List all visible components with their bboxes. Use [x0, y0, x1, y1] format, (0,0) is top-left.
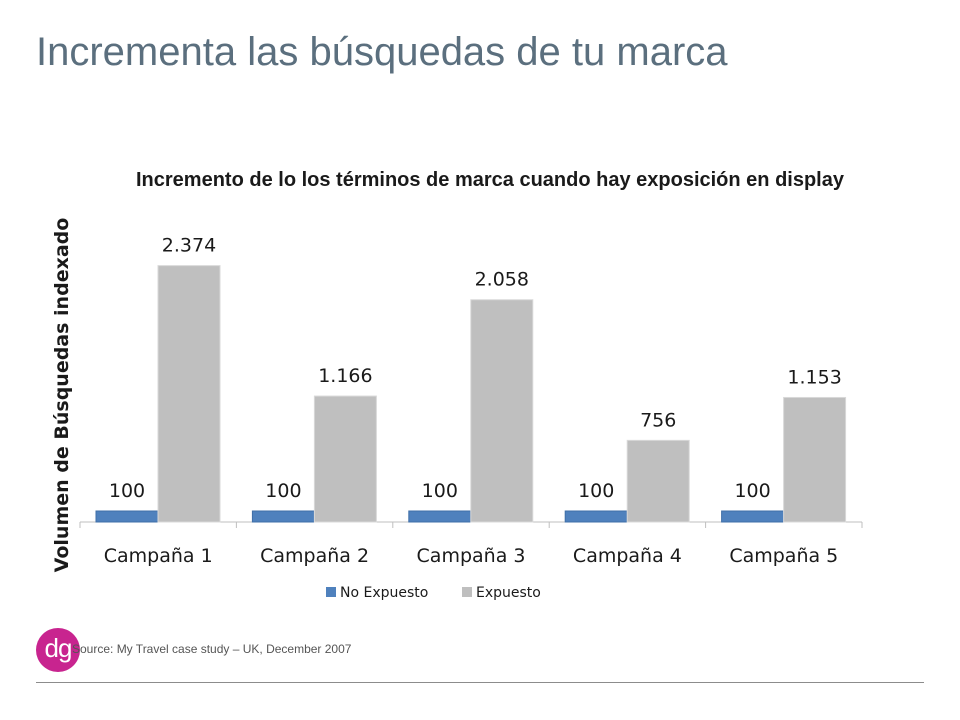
x-tick-label: Campaña 5 [729, 545, 838, 567]
bar-expuesto [157, 265, 221, 523]
data-label: 100 [422, 480, 458, 502]
dg-logo: dg [36, 628, 80, 672]
chart-title: Incremento de lo los términos de marca c… [136, 169, 844, 191]
bar-expuesto [783, 396, 847, 523]
data-label: 100 [734, 480, 770, 502]
bar-no-expuesto [564, 510, 628, 523]
bar-expuesto [313, 395, 377, 523]
data-label: 100 [578, 480, 614, 502]
data-label: 100 [109, 480, 145, 502]
bar-chart: 100 2.374 Campaña 1 100 1.166 Campaña 2 100 2.0… [51, 218, 863, 601]
footer-divider [36, 682, 924, 683]
data-label: 2.058 [475, 269, 529, 291]
legend-expuesto-swatch [462, 587, 472, 597]
bar-no-expuesto [408, 510, 472, 523]
slide-title: Incrementa las búsquedas de tu marca [36, 30, 728, 74]
data-label: 756 [640, 409, 676, 431]
data-label: 2.374 [162, 235, 216, 257]
x-tick-label: Campaña 1 [104, 545, 213, 567]
y-axis-label: Volumen de Búsquedas indexado [51, 218, 73, 573]
legend-no-expuesto-swatch [326, 587, 336, 597]
x-tick-label: Campaña 3 [417, 545, 526, 567]
bar-no-expuesto [95, 510, 159, 523]
bar-no-expuesto [251, 510, 315, 523]
bar-expuesto [626, 439, 690, 523]
data-label: 100 [265, 480, 301, 502]
x-tick-label: Campaña 2 [260, 545, 369, 567]
bar-no-expuesto [721, 510, 785, 523]
x-tick-label: Campaña 4 [573, 545, 682, 567]
source-note: Source: My Travel case study – UK, Decem… [72, 642, 352, 656]
legend-expuesto-label: Expuesto [476, 585, 541, 601]
bar-expuesto [470, 299, 534, 523]
legend-no-expuesto-label: No Expuesto [340, 585, 428, 601]
data-label: 1.166 [318, 365, 372, 387]
data-label: 1.153 [787, 366, 841, 388]
